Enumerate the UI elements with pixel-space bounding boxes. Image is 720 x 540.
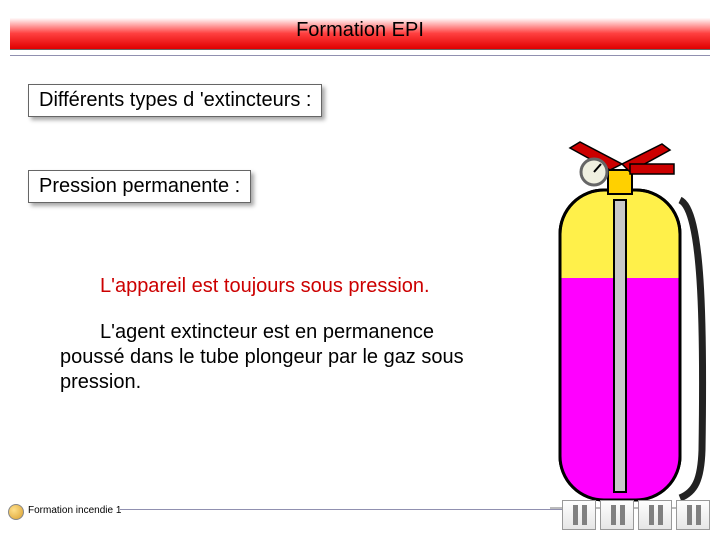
dip-tube [614, 200, 626, 492]
slide-title-bar: Formation EPI [10, 10, 710, 50]
valve-body [630, 164, 674, 174]
paragraph-2: L'agent extincteur est en permanence pou… [60, 320, 490, 395]
divider-footer [120, 509, 570, 510]
neck [608, 170, 632, 194]
footer-label: Formation incendie 1 [28, 505, 121, 516]
subtitle-box: Différents types d 'extincteurs : [28, 84, 322, 117]
divider-top [10, 55, 710, 56]
hose [680, 200, 703, 498]
nav-button-group [562, 500, 710, 530]
footer-icon [8, 504, 24, 520]
section-text: Pression permanente : [39, 175, 240, 197]
slide-title: Formation EPI [296, 19, 424, 41]
extinguisher-diagram [530, 120, 710, 520]
nav-next-button[interactable] [638, 500, 672, 530]
paragraph-1: L'appareil est toujours sous pression. [100, 275, 480, 298]
section-box: Pression permanente : [28, 170, 251, 203]
nav-prev-button[interactable] [600, 500, 634, 530]
nav-first-button[interactable] [562, 500, 596, 530]
nav-last-button[interactable] [676, 500, 710, 530]
subtitle-text: Différents types d 'extincteurs : [39, 89, 311, 111]
